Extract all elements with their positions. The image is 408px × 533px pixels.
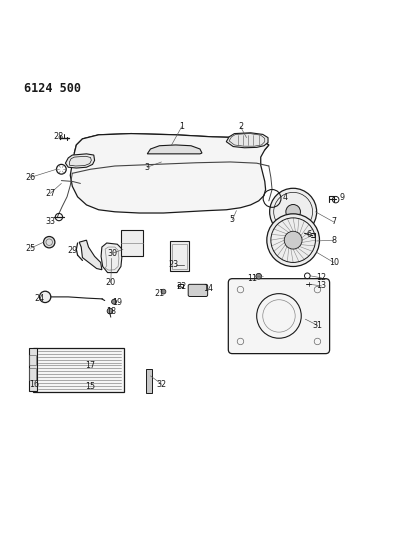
Circle shape xyxy=(286,205,300,219)
Text: 13: 13 xyxy=(317,281,326,290)
Text: 31: 31 xyxy=(313,321,322,330)
Text: 18: 18 xyxy=(106,308,116,317)
Text: 30: 30 xyxy=(108,248,118,257)
Text: 11: 11 xyxy=(248,274,257,283)
Circle shape xyxy=(267,214,319,266)
Text: 27: 27 xyxy=(45,189,55,198)
Text: 4: 4 xyxy=(283,193,288,202)
Bar xyxy=(29,349,37,391)
Text: 2: 2 xyxy=(238,122,243,131)
Bar xyxy=(170,241,189,271)
Circle shape xyxy=(284,231,302,249)
Text: 3: 3 xyxy=(145,163,150,172)
Circle shape xyxy=(270,188,317,235)
Text: 29: 29 xyxy=(67,246,78,255)
Circle shape xyxy=(112,300,116,304)
Polygon shape xyxy=(226,133,268,148)
Text: 20: 20 xyxy=(106,278,116,287)
Text: 26: 26 xyxy=(26,173,35,182)
Polygon shape xyxy=(79,240,102,270)
Text: 25: 25 xyxy=(25,244,35,253)
Circle shape xyxy=(40,291,51,303)
Text: 23: 23 xyxy=(169,260,179,269)
Text: 14: 14 xyxy=(203,284,213,293)
Text: 28: 28 xyxy=(53,132,63,141)
FancyBboxPatch shape xyxy=(228,279,330,353)
Text: 24: 24 xyxy=(35,294,45,303)
Bar xyxy=(121,230,143,256)
Text: 15: 15 xyxy=(85,382,95,391)
Polygon shape xyxy=(74,134,269,157)
Circle shape xyxy=(256,273,262,279)
Circle shape xyxy=(44,237,55,248)
Text: 17: 17 xyxy=(85,361,95,370)
Text: 6: 6 xyxy=(307,230,312,239)
Bar xyxy=(29,368,36,380)
Text: 10: 10 xyxy=(329,258,339,267)
Text: 21: 21 xyxy=(154,289,164,298)
Text: 16: 16 xyxy=(30,379,40,389)
Text: 5: 5 xyxy=(230,215,235,224)
Circle shape xyxy=(161,289,166,294)
Text: 33: 33 xyxy=(45,217,55,227)
Text: 7: 7 xyxy=(331,217,336,227)
Text: 8: 8 xyxy=(331,236,336,245)
Polygon shape xyxy=(65,154,95,168)
Text: 32: 32 xyxy=(156,379,166,389)
FancyBboxPatch shape xyxy=(188,284,208,296)
Polygon shape xyxy=(101,243,122,272)
Polygon shape xyxy=(147,145,202,154)
Bar xyxy=(146,369,152,393)
Text: 22: 22 xyxy=(177,282,187,291)
Circle shape xyxy=(107,308,113,314)
Text: 12: 12 xyxy=(317,273,326,282)
Bar xyxy=(172,244,187,269)
Bar xyxy=(33,348,124,392)
Text: 19: 19 xyxy=(112,298,122,308)
Text: 6124 500: 6124 500 xyxy=(24,82,81,95)
Polygon shape xyxy=(70,134,269,213)
Bar xyxy=(29,355,36,365)
Text: 1: 1 xyxy=(179,122,184,131)
Text: 9: 9 xyxy=(339,193,344,202)
